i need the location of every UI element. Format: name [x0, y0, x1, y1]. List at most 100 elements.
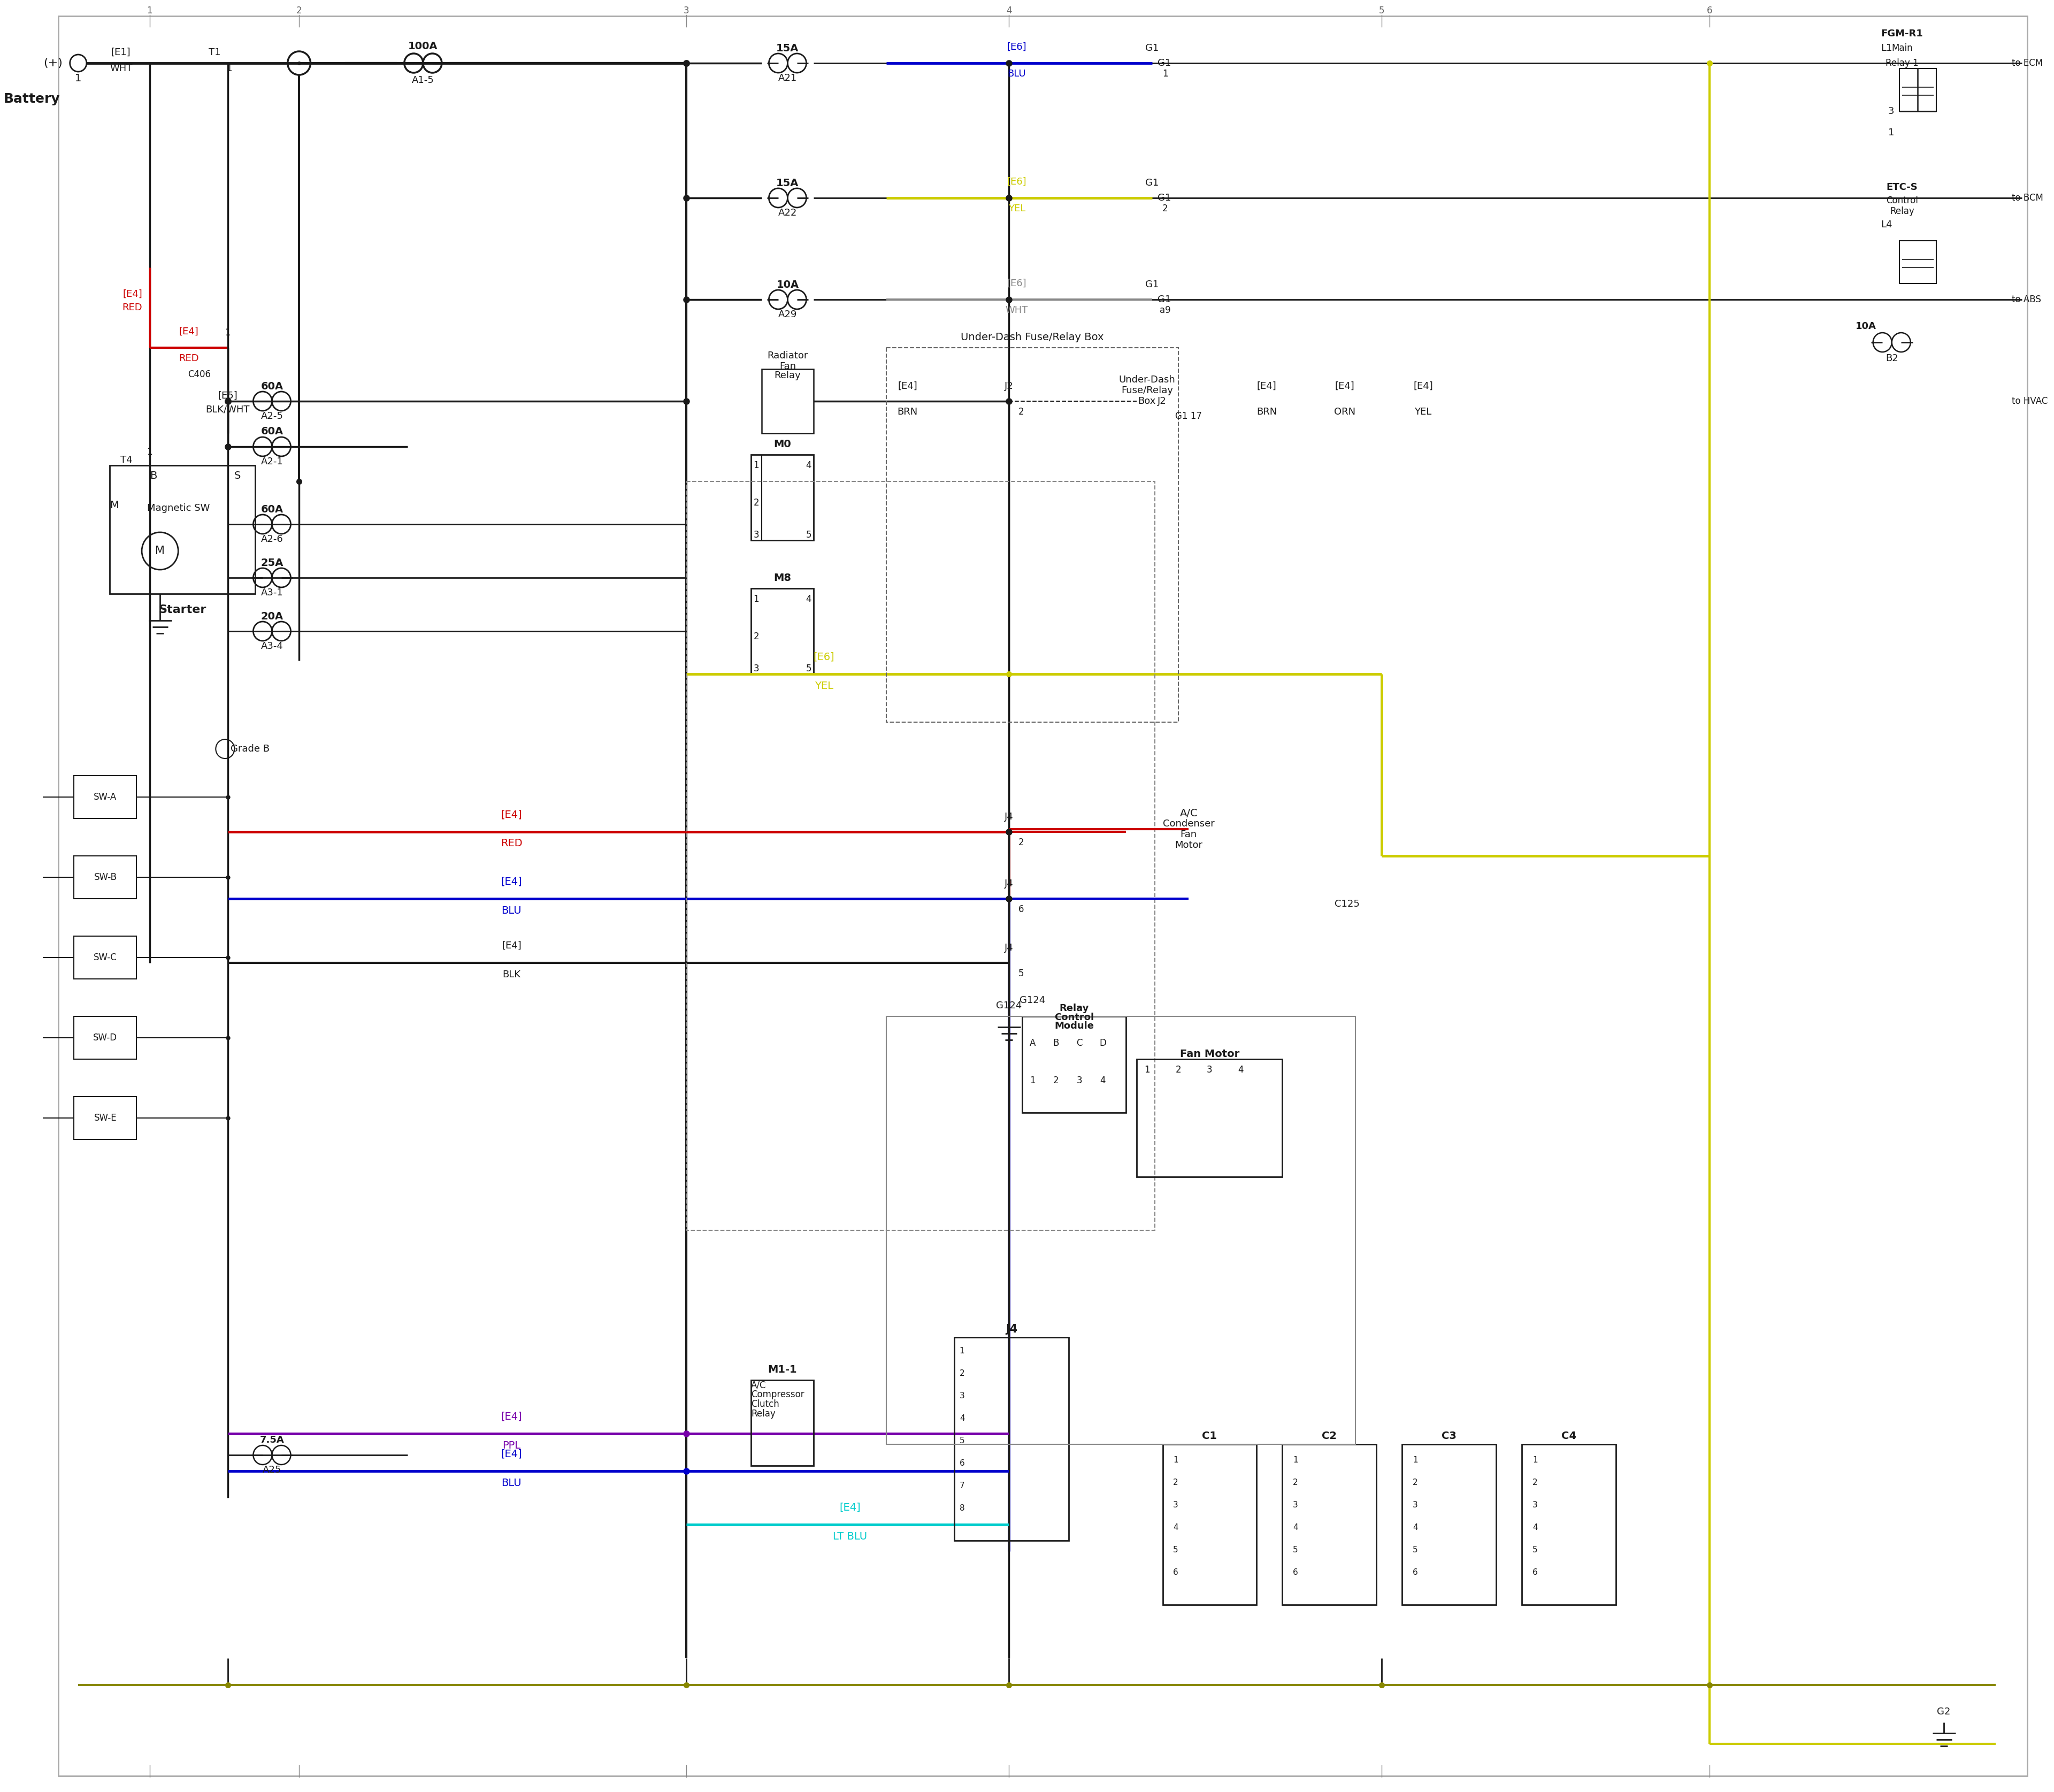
- Text: [E6]: [E6]: [1006, 177, 1027, 186]
- Text: G124: G124: [1019, 996, 1045, 1005]
- Text: 60A: 60A: [261, 382, 283, 391]
- Text: A/C: A/C: [752, 1380, 766, 1391]
- Text: G2: G2: [1937, 1708, 1951, 1717]
- Text: A/C: A/C: [1179, 808, 1197, 819]
- Text: C2: C2: [1323, 1432, 1337, 1441]
- Text: [E1]: [E1]: [111, 48, 131, 57]
- Text: C406: C406: [187, 369, 212, 380]
- Text: 7: 7: [959, 1482, 965, 1489]
- Text: 6: 6: [1019, 905, 1023, 914]
- Text: A2-5: A2-5: [261, 412, 283, 421]
- Text: 3: 3: [1888, 106, 1894, 116]
- Text: 2: 2: [1413, 1478, 1417, 1487]
- Text: LT BLU: LT BLU: [834, 1530, 867, 1541]
- Bar: [762, 369, 813, 434]
- Text: [E4]: [E4]: [1257, 382, 1278, 391]
- Text: [E6]: [E6]: [1006, 280, 1027, 289]
- Bar: [1163, 1444, 1257, 1606]
- Text: [E6]: [E6]: [1006, 43, 1027, 52]
- Text: T4: T4: [119, 455, 131, 464]
- Bar: [74, 1016, 136, 1059]
- Text: 2: 2: [1532, 1478, 1538, 1487]
- Text: [E4]: [E4]: [123, 289, 142, 299]
- Text: A3-4: A3-4: [261, 642, 283, 650]
- Bar: [1900, 240, 1937, 283]
- Text: 3: 3: [754, 663, 760, 674]
- Text: 2: 2: [1163, 204, 1169, 213]
- Text: Under-Dash: Under-Dash: [1119, 375, 1175, 385]
- Text: J2: J2: [1004, 382, 1013, 391]
- Text: G124: G124: [996, 1002, 1023, 1011]
- Text: G1: G1: [1146, 43, 1158, 54]
- Text: 1: 1: [1163, 70, 1169, 79]
- Text: A25: A25: [263, 1466, 281, 1475]
- Bar: [1136, 1059, 1282, 1177]
- Text: 3: 3: [1206, 1064, 1212, 1075]
- Text: SW-D: SW-D: [92, 1032, 117, 1043]
- Text: Box: Box: [1138, 396, 1156, 407]
- Text: 1: 1: [754, 595, 760, 604]
- Text: B: B: [1054, 1038, 1060, 1048]
- Text: C3: C3: [1442, 1432, 1456, 1441]
- Text: 4: 4: [1413, 1523, 1417, 1532]
- Text: 4: 4: [1099, 1075, 1105, 1086]
- Text: Control: Control: [1054, 1012, 1095, 1021]
- Text: Control: Control: [1886, 195, 1918, 206]
- Text: Module: Module: [1054, 1021, 1095, 1030]
- Text: Main: Main: [1892, 43, 1912, 54]
- Text: 25A: 25A: [261, 557, 283, 568]
- Text: B: B: [150, 471, 156, 480]
- Text: Relay: Relay: [774, 371, 801, 380]
- Text: (+): (+): [43, 57, 62, 68]
- Text: 1: 1: [1292, 1457, 1298, 1464]
- Bar: [74, 1097, 136, 1140]
- Bar: [1282, 1444, 1376, 1606]
- Text: 10A: 10A: [1855, 321, 1875, 332]
- Text: 1: 1: [754, 461, 760, 470]
- Text: G1: G1: [1146, 280, 1158, 289]
- Text: 1: 1: [1173, 1457, 1179, 1464]
- Text: [E4]: [E4]: [1335, 382, 1356, 391]
- Text: SW-E: SW-E: [94, 1113, 117, 1124]
- Text: 3: 3: [1292, 1502, 1298, 1509]
- Text: 4: 4: [1532, 1523, 1538, 1532]
- Bar: [1023, 1016, 1126, 1113]
- Text: 1: 1: [959, 1346, 965, 1355]
- Text: 6: 6: [1292, 1568, 1298, 1577]
- Text: to HVAC: to HVAC: [2011, 396, 2048, 407]
- Text: 3: 3: [1076, 1075, 1082, 1086]
- Bar: [752, 1380, 813, 1466]
- Text: 1: 1: [1144, 1064, 1150, 1075]
- Text: 6: 6: [1413, 1568, 1417, 1577]
- Text: Motor: Motor: [1175, 840, 1202, 849]
- Bar: [1403, 1444, 1495, 1606]
- Text: 5: 5: [1378, 5, 1384, 16]
- Text: a9: a9: [1161, 305, 1171, 315]
- Text: D: D: [1099, 1038, 1107, 1048]
- Bar: [955, 1337, 1068, 1541]
- Text: BLK: BLK: [503, 969, 520, 980]
- Text: 1: 1: [1413, 1457, 1417, 1464]
- Text: BLU: BLU: [1009, 70, 1027, 79]
- Bar: [887, 1016, 1356, 1444]
- Text: [E4]: [E4]: [1413, 382, 1434, 391]
- Text: to BCM: to BCM: [2011, 194, 2044, 202]
- Text: Battery: Battery: [4, 93, 60, 106]
- Text: Fan: Fan: [1181, 830, 1197, 839]
- Text: [E4]: [E4]: [501, 1450, 522, 1459]
- Text: Compressor: Compressor: [752, 1391, 805, 1400]
- Text: Fuse/Relay: Fuse/Relay: [1121, 385, 1173, 396]
- Text: 1: 1: [74, 73, 82, 82]
- Text: J4: J4: [1004, 878, 1013, 889]
- Text: 5: 5: [1173, 1546, 1179, 1554]
- Text: 4: 4: [1239, 1064, 1243, 1075]
- Text: Radiator: Radiator: [768, 351, 807, 360]
- Text: 3: 3: [684, 5, 688, 16]
- Bar: [752, 588, 813, 674]
- Bar: [887, 348, 1179, 722]
- Text: G1: G1: [1146, 177, 1158, 188]
- Text: 2: 2: [1019, 407, 1023, 418]
- Text: M1-1: M1-1: [768, 1364, 797, 1374]
- Text: Magnetic SW: Magnetic SW: [148, 504, 210, 513]
- Text: 2: 2: [1019, 837, 1023, 848]
